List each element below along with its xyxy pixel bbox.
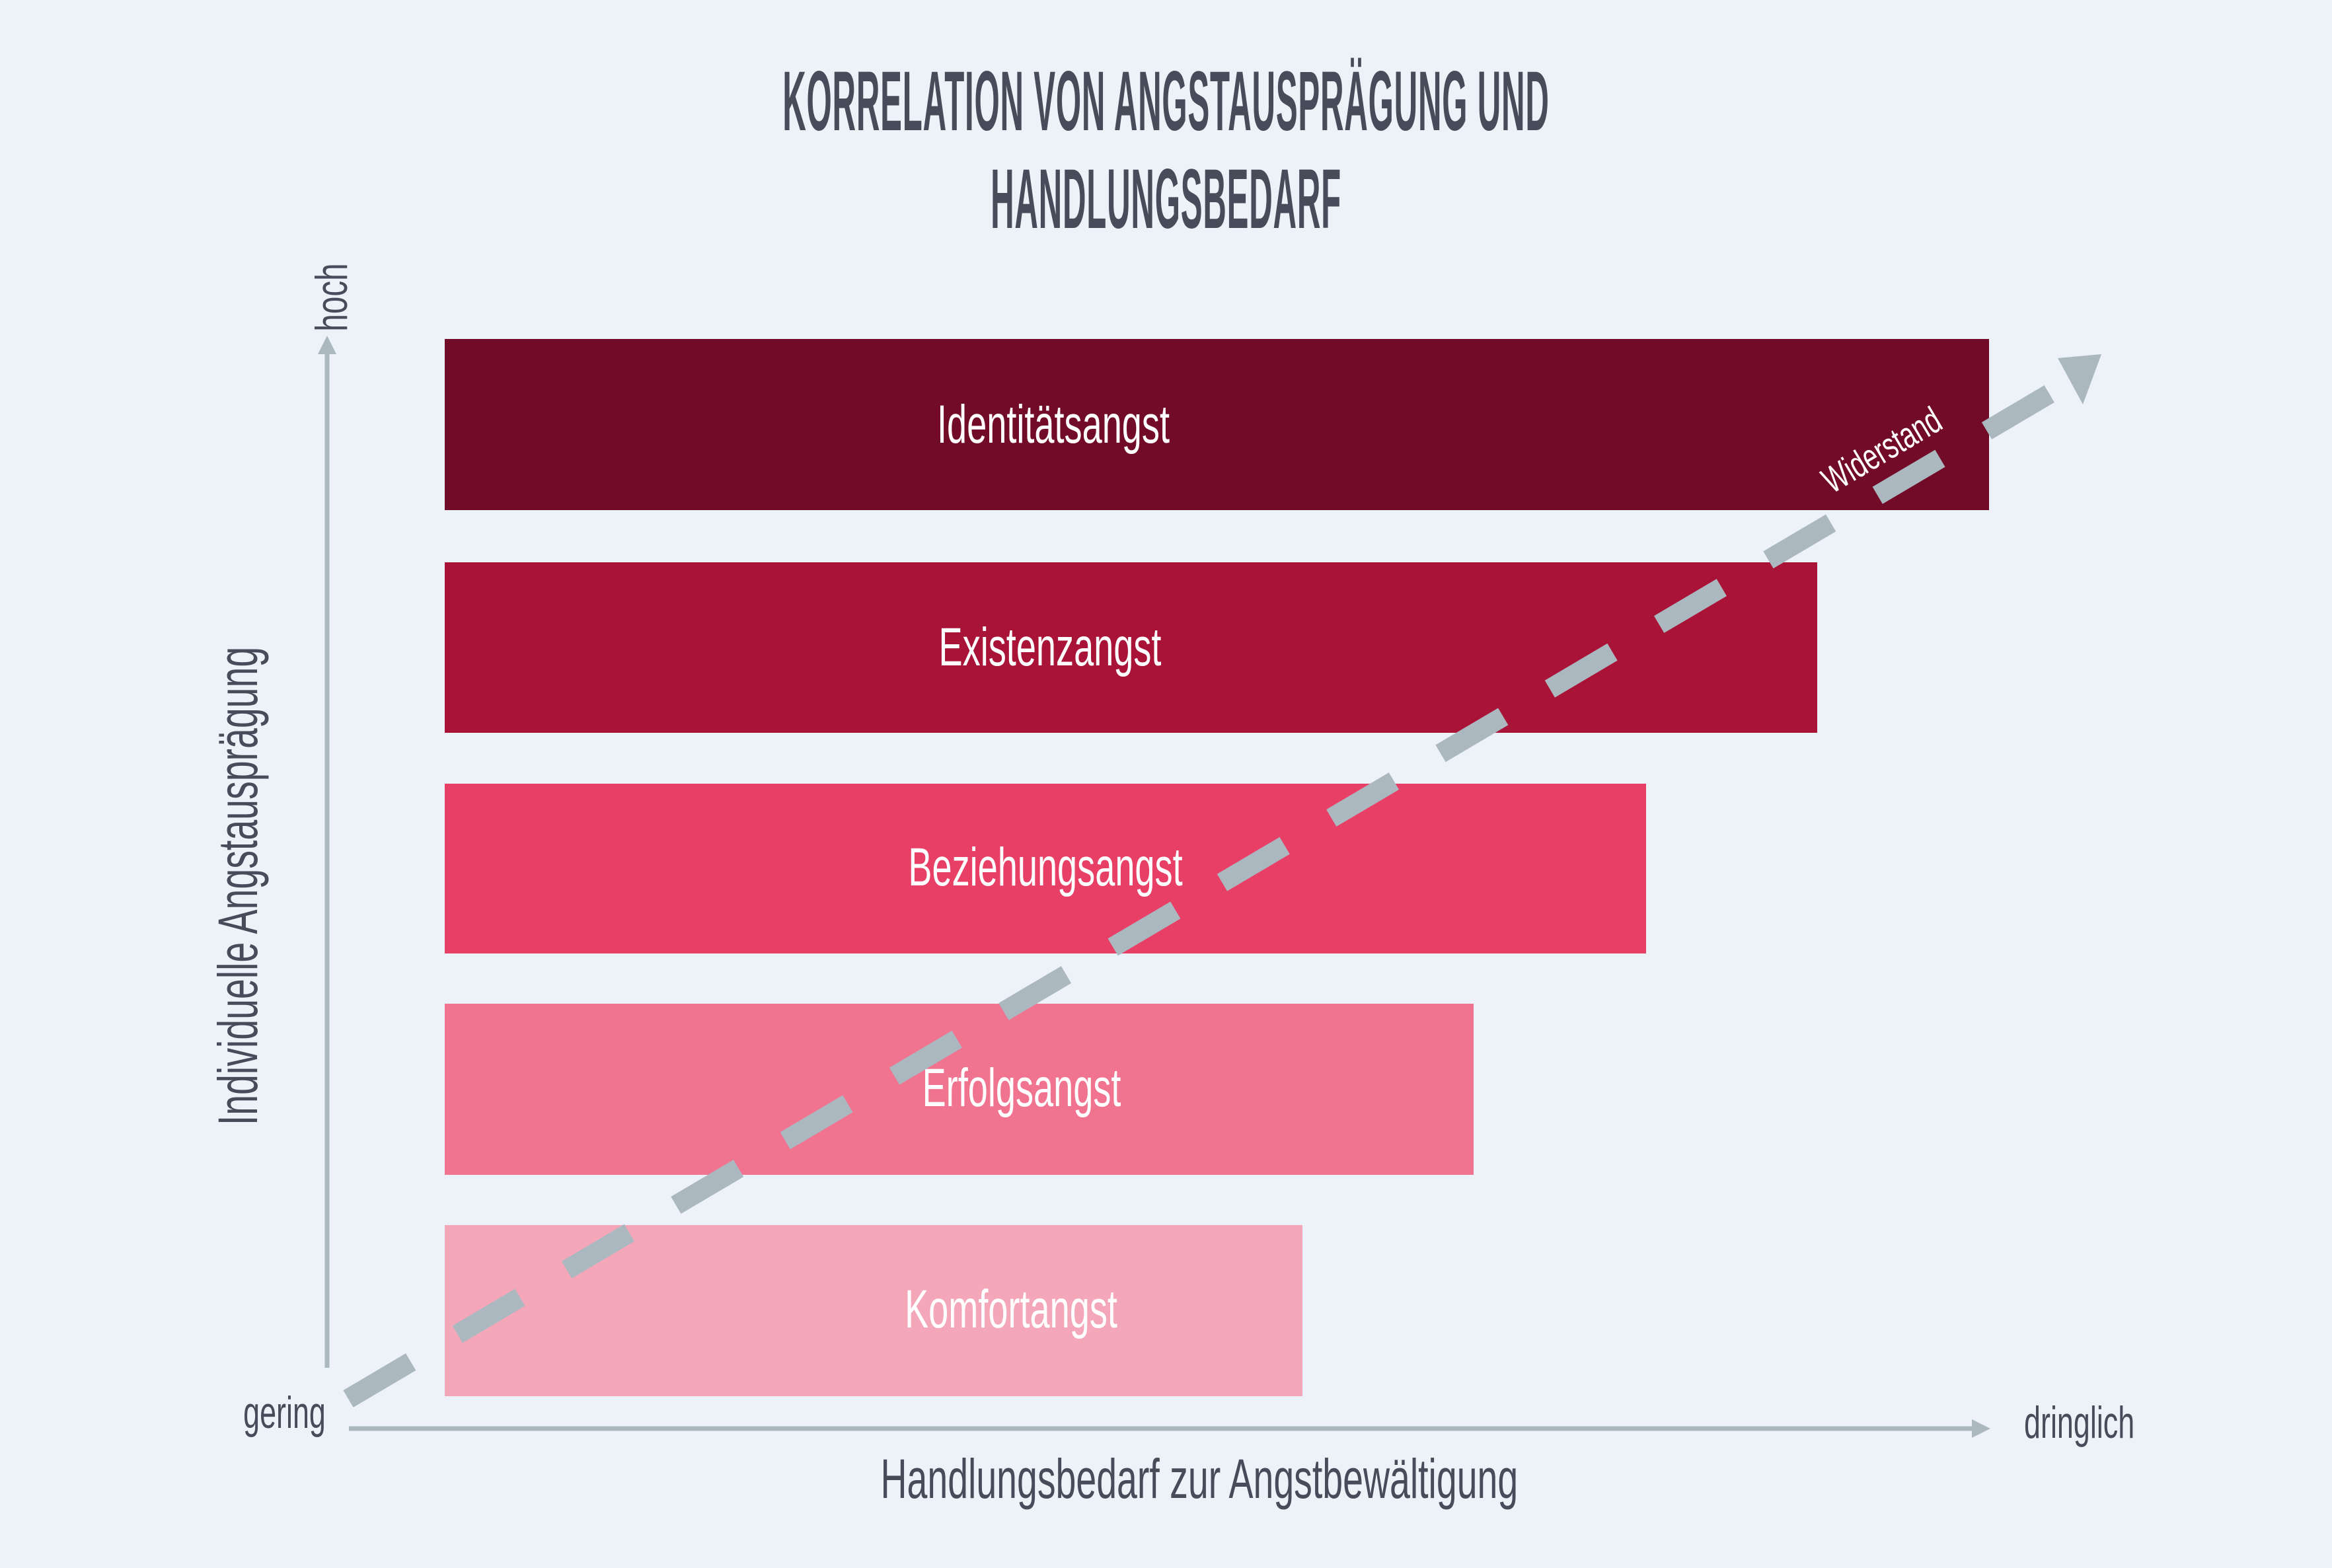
bar-label: Beziehungsangst [908, 837, 1183, 897]
title-line-2: HANDLUNGSBEDARF [991, 152, 1341, 246]
x-axis [349, 1419, 1990, 1438]
chart-title: KORRELATION VON ANGSTAUSPRÄGUNG UND HAND… [0, 53, 2332, 248]
trend-arrow: Widerstand [343, 354, 2101, 1407]
trend-dashed-line [343, 376, 2070, 1407]
bar-existenzangst [445, 562, 1817, 733]
y-axis-high-label: hoch [299, 263, 365, 332]
x-axis-title-box: Handlungsbedarf zur Angstbewältigung [661, 1447, 1738, 1511]
x-high-text: dringlich [2024, 1398, 2135, 1448]
y-axis-title: Individuelle Angstausprägung [207, 646, 269, 1126]
y-axis-title-box: Individuelle Angstausprägung [198, 647, 278, 1125]
bar-label: Identitätsangst [936, 394, 1170, 455]
bar-identitaetsangst [445, 339, 1989, 510]
bar-label: Existenzangst [938, 617, 1162, 677]
x-low-text: gering [243, 1388, 326, 1438]
title-line-1: KORRELATION VON ANGSTAUSPRÄGUNG UND [782, 54, 1550, 149]
y-high-text: hoch [307, 263, 357, 332]
x-axis-title: Handlungsbedarf zur Angstbewältigung [880, 1448, 1519, 1510]
trend-arrowhead-icon [2058, 354, 2101, 404]
bar-label: Erfolgsangst [922, 1058, 1121, 1118]
y-axis [318, 336, 336, 1368]
bar-beziehungsangst [445, 784, 1646, 953]
x-axis-arrow-icon [1972, 1419, 1990, 1438]
x-axis-low-label: gering [222, 1388, 328, 1438]
bar-erfolgsangst [445, 1004, 1474, 1175]
bar-label: Komfortangst [905, 1279, 1117, 1339]
y-axis-arrow-icon [318, 336, 336, 354]
x-axis-high-label: dringlich [1996, 1398, 2141, 1448]
